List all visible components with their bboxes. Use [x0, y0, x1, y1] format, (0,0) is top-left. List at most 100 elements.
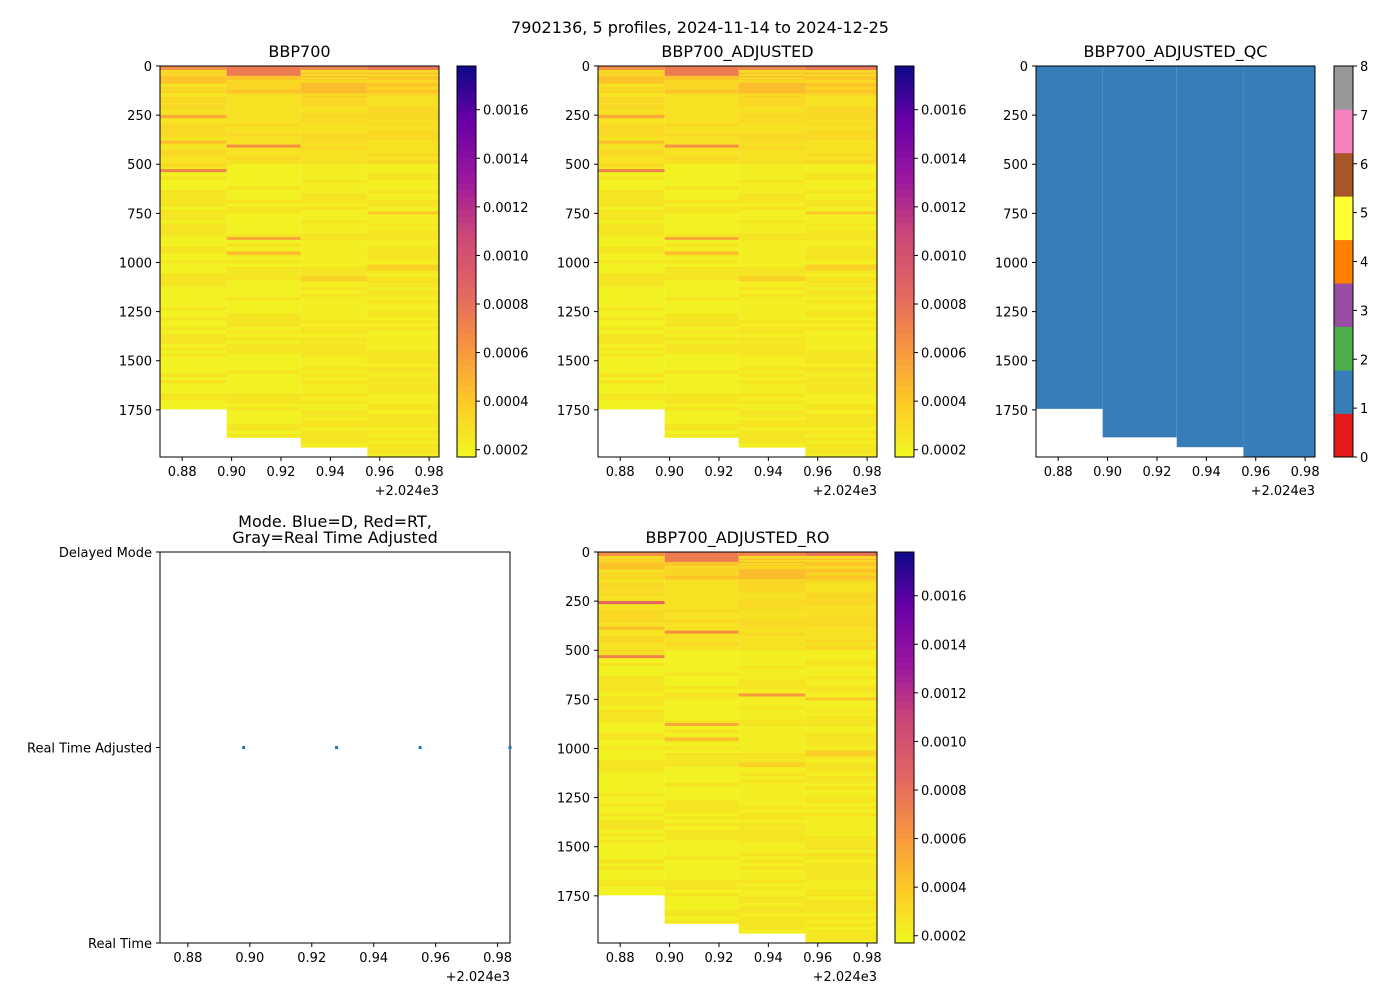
profile-stripe [367, 350, 439, 354]
profile-stripe [367, 190, 439, 194]
profile-stripe [664, 799, 739, 803]
profile-stripe [738, 133, 806, 137]
profile-line [738, 278, 806, 282]
profile-stripe [367, 93, 439, 97]
colorbar-tick-label: 0.0008 [921, 784, 967, 799]
profile-stripe [738, 196, 806, 200]
profile-stripe [367, 357, 439, 361]
colorbar-tick-label: 5 [1360, 207, 1368, 222]
profile-stripe [367, 290, 439, 294]
profile-stripe [805, 716, 877, 720]
profile-stripe [367, 136, 439, 140]
colorbar-gradient-step [895, 359, 914, 367]
profile-stripe [664, 83, 739, 87]
profile-stripe [367, 360, 439, 364]
colorbar-frame [456, 65, 477, 458]
profile-stripe [738, 666, 806, 670]
colorbar-gradient-step [457, 326, 476, 334]
profile-stripe [664, 909, 739, 913]
profile-stripe [738, 555, 806, 559]
profile-stripe [805, 190, 877, 194]
colorbar-gradient-step [457, 417, 476, 425]
profile-stripe [160, 99, 227, 103]
profile-stripe [160, 103, 227, 107]
profile-stripe [805, 270, 877, 274]
profile-stripe [598, 639, 665, 643]
x-tick-label: 0.90 [1093, 465, 1122, 480]
profile-stripe [300, 79, 368, 83]
profile-stripe [805, 889, 877, 893]
colorbar-gradient-step [895, 202, 914, 210]
profile-stripe [300, 420, 368, 424]
colorbar-gradient-step [895, 623, 914, 631]
profile-stripe [738, 400, 806, 404]
profile-stripe [664, 893, 739, 897]
profile-stripe [598, 766, 665, 770]
colorbar-frame [894, 65, 915, 458]
profile-stripe [664, 337, 739, 341]
profile-stripe [738, 906, 806, 910]
x-tick-label: 0.94 [359, 951, 388, 966]
profile-stripe [738, 899, 806, 903]
profile-stripe [805, 357, 877, 361]
profile-stripe [805, 230, 877, 234]
profile-stripe [598, 662, 665, 666]
profile-stripe [598, 327, 665, 331]
x-offset-label: +2.024e3 [1251, 484, 1315, 499]
profile-stripe [738, 753, 806, 757]
profile-stripe [160, 280, 227, 284]
x-offset-label: +2.024e3 [375, 484, 439, 499]
profile-stripe [664, 783, 739, 787]
profile-stripe [805, 136, 877, 140]
colorbar-gradient-step [895, 929, 914, 937]
profile-stripe [598, 103, 665, 107]
colorbar-gradient-step [895, 241, 914, 249]
profile-stripe [738, 923, 806, 927]
profile-layer [300, 97, 368, 165]
colorbar-gradient-step [457, 150, 476, 158]
profile-stripe [805, 873, 877, 877]
profile-stripe [160, 277, 227, 281]
profile-stripe [160, 283, 227, 287]
profile-stripe [160, 133, 227, 137]
profile-stripe [226, 133, 301, 137]
colorbar-gradient-step [457, 189, 476, 197]
x-tick-label: 0.90 [235, 951, 264, 966]
profile-stripe [226, 330, 301, 334]
profile-stripe [367, 390, 439, 394]
y-tick-label: 1500 [119, 355, 152, 370]
profile-stripe [805, 686, 877, 690]
profile-stripe [367, 203, 439, 207]
colorbar-gradient-step [457, 313, 476, 321]
profile-stripe [598, 879, 665, 883]
y-tick-label: 500 [1003, 158, 1028, 173]
colorbar-gradient-step [457, 411, 476, 419]
profile-stripe [598, 166, 665, 170]
colorbar-gradient-step [457, 385, 476, 393]
colorbar-gradient-step [895, 780, 914, 788]
profile-line [664, 144, 739, 148]
profile-stripe [367, 133, 439, 137]
profile-line [598, 140, 665, 144]
colorbar-gradient-step [895, 838, 914, 846]
y-tick-label: 1500 [995, 355, 1028, 370]
profile-stripe [300, 400, 368, 404]
profile-stripe [738, 330, 806, 334]
profile-stripe [300, 330, 368, 334]
y-tick-label: 0 [582, 546, 590, 561]
profile-line [598, 626, 665, 630]
colorbar-gradient-step [457, 176, 476, 184]
profile-stripe [300, 73, 368, 77]
profile-stripe [300, 140, 368, 144]
colorbar-gradient-step [895, 584, 914, 592]
colorbar-gradient-step [895, 851, 914, 859]
profile-stripe [598, 769, 665, 773]
y-tick-label: 500 [565, 644, 590, 659]
profile-stripe [160, 73, 227, 77]
profile-stripe [598, 106, 665, 110]
panel-bbp700-adjusted-ro: BBP700_ADJUSTED_RO 0 250 500 750 1000 1250 1500… [557, 528, 967, 985]
colorbar-gradient-step [895, 72, 914, 80]
profile-stripe [738, 393, 806, 397]
profile-stripe [738, 920, 806, 924]
profile-stripe [367, 380, 439, 384]
